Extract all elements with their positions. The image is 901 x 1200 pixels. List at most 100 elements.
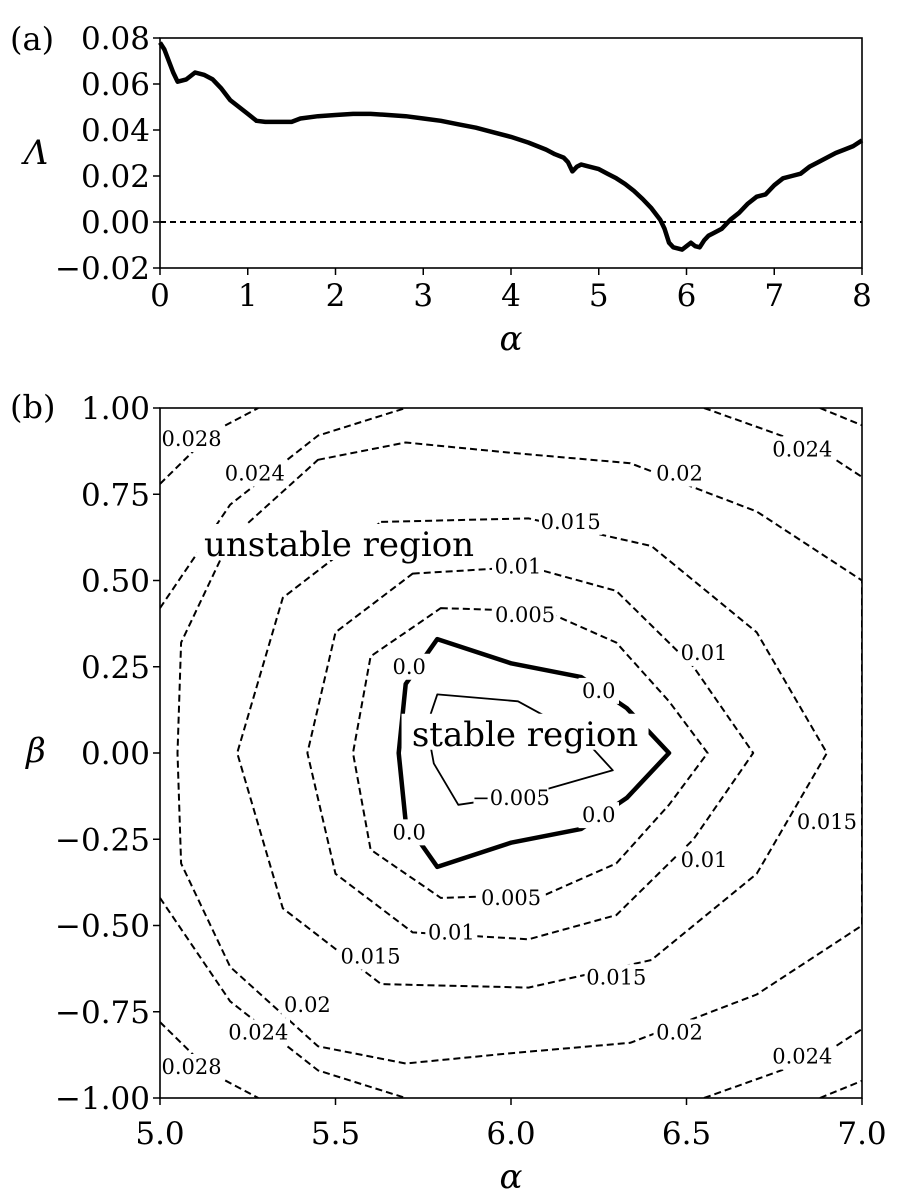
contour-level-0.028	[819, 1079, 862, 1098]
contour-label: 0.005	[495, 603, 555, 627]
x-tick-label-b: 5.5	[311, 1116, 360, 1152]
panel-label-b: (b)	[10, 388, 55, 426]
contour-label-bg	[584, 964, 649, 991]
contour-label-bg	[770, 1043, 835, 1070]
contour-label: 0.028	[162, 427, 222, 451]
contour-level-0.02	[176, 441, 862, 1065]
contour-level-0.01	[306, 565, 755, 941]
contour-label-bg	[473, 784, 549, 811]
y-tick-label-b: 0.00	[81, 736, 150, 772]
contour-level-0.028	[160, 408, 259, 485]
contour-label: −0.005	[472, 786, 550, 810]
x-tick-label-b: 7.0	[837, 1116, 886, 1152]
contour-level-0	[396, 636, 672, 870]
contour-level-0.005	[352, 607, 709, 899]
x-tick-label-a: 4	[501, 278, 521, 314]
contour-label-bg	[795, 809, 859, 835]
x-tick-label-a: 1	[238, 278, 258, 314]
contour-label: 0.015	[541, 510, 601, 534]
contour-label-bg	[281, 991, 334, 1018]
panel-label-a: (a)	[10, 20, 54, 58]
contour-label-bg	[770, 436, 835, 463]
contour-label-bg	[492, 553, 545, 580]
contour-label: 0.024	[228, 1020, 288, 1044]
contour-label-bg	[678, 846, 731, 873]
y-tick-label-b: 0.50	[81, 564, 150, 600]
contour-label: 0.01	[495, 555, 542, 579]
y-tick-label-a: 0.00	[81, 205, 150, 241]
x-tick-label-a: 2	[326, 278, 346, 314]
x-tick-label-b: 6.0	[486, 1116, 535, 1152]
contour-label-bg	[678, 639, 731, 666]
contour-label-bg	[388, 653, 430, 680]
y-tick-label-a: 0.04	[81, 113, 150, 149]
contour-label: 0.01	[681, 848, 728, 872]
contour-level-0.028	[160, 1021, 259, 1098]
contour-label: 0.005	[481, 886, 541, 910]
contour-label: 0.02	[656, 462, 703, 486]
contour-label-bg	[538, 508, 603, 535]
region-label-bg	[196, 524, 482, 560]
y-axis-label-a: Λ	[21, 133, 49, 173]
x-tick-label-a: 8	[852, 278, 872, 314]
contour-label-bg	[578, 802, 619, 829]
contour-label-bg	[653, 1019, 706, 1046]
contour-label: 0.0	[393, 820, 426, 844]
y-tick-label-a: 0.02	[81, 159, 150, 195]
contour-label: 0.024	[225, 462, 285, 486]
y-tick-label-b: −0.75	[55, 995, 150, 1031]
contour-label: 0.0	[393, 655, 426, 679]
region-annotation: stable region	[412, 715, 638, 755]
contour-label-bg	[653, 460, 706, 487]
y-tick-label-a: 0.06	[81, 67, 150, 103]
contour-label: 0.024	[772, 1045, 832, 1069]
contour-label-bg	[338, 943, 403, 970]
contour-label: 0.01	[428, 920, 475, 944]
contour-label: 0.02	[656, 1020, 703, 1044]
plot-frame-a	[159, 37, 863, 269]
contour-label-bg	[388, 819, 430, 846]
contour-label-bg	[479, 884, 543, 911]
contour-label: 0.015	[797, 810, 857, 834]
y-axis-label-b: β	[24, 731, 46, 771]
contour-label-bg	[159, 426, 224, 453]
contour-label: 0.0	[582, 803, 615, 827]
contour-label: 0.024	[772, 437, 832, 461]
x-axis-label-a: α	[500, 319, 523, 359]
y-tick-label-b: −0.25	[55, 822, 150, 858]
contour-label-bg	[223, 460, 287, 487]
y-tick-label-b: −0.50	[55, 909, 150, 945]
y-tick-label-b: 1.00	[81, 391, 150, 427]
contour-label-bg	[159, 1053, 224, 1080]
contour-label-bg	[578, 677, 619, 704]
region-label-bg	[401, 713, 649, 750]
x-tick-label-b: 6.5	[662, 1116, 711, 1152]
contour-label: 0.015	[586, 965, 646, 989]
y-tick-label-b: 0.75	[81, 477, 150, 513]
panel-a-line-chart: 0 1 2 3 4 5 6 7 8 −0.02 0.00 0.02 0.04 0.06 0.08 α Λ (a)	[10, 20, 872, 359]
contour-label-bg	[226, 1019, 291, 1046]
y-tick-label-b: −1.00	[55, 1081, 150, 1117]
x-tick-label-a: 0	[150, 278, 170, 314]
contour-level-0.028	[819, 408, 862, 427]
y-tick-label-b: 0.25	[81, 650, 150, 686]
x-tick-label-b: 5.0	[135, 1116, 184, 1152]
contour-label: 0.015	[341, 945, 401, 969]
contour-label: 0.028	[162, 1055, 222, 1079]
contour-label: 0.0	[582, 679, 615, 703]
region-annotation: unstable region	[204, 525, 474, 565]
y-tick-label-a: 0.08	[81, 21, 150, 57]
contour-label-bg	[493, 602, 557, 628]
x-tick-label-a: 3	[413, 278, 433, 314]
y-tick-label-a: −0.02	[55, 251, 150, 287]
x-tick-label-a: 7	[764, 278, 784, 314]
contour-label: 0.02	[284, 993, 331, 1017]
x-axis-label-b: α	[500, 1157, 523, 1197]
contour-label-bg	[425, 919, 478, 946]
x-tick-label-a: 5	[589, 278, 609, 314]
series-line-lambda	[158, 41, 864, 252]
contour-label: 0.01	[681, 641, 728, 665]
